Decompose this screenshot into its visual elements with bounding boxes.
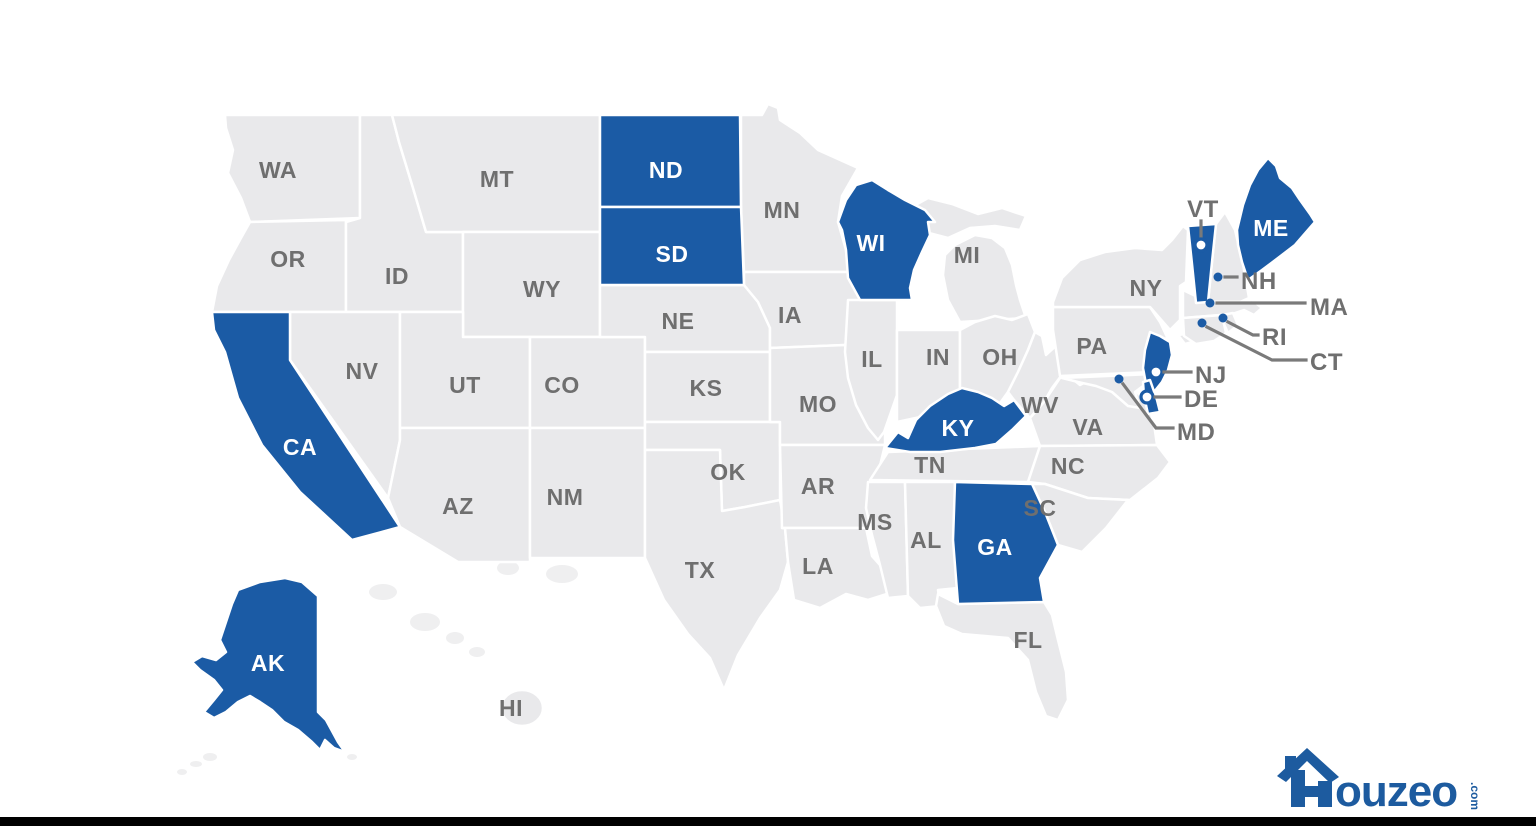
- state-FL[interactable]: [934, 592, 1070, 722]
- state-label-NE: NE: [662, 308, 695, 334]
- state-label-WY: WY: [523, 276, 561, 302]
- state-WI[interactable]: [836, 178, 937, 302]
- state-label-SC: SC: [1024, 495, 1057, 521]
- state-label-MI: MI: [954, 242, 981, 268]
- state-label-OR: OR: [270, 246, 306, 272]
- state-label-TX: TX: [685, 557, 716, 583]
- state-label-GA: GA: [977, 534, 1013, 560]
- state-NJ[interactable]: [1141, 330, 1174, 394]
- state-label-CO: CO: [544, 372, 580, 398]
- leader-line-MD: [1120, 381, 1175, 430]
- states-base: [210, 102, 1264, 728]
- callout-label-RI: RI: [1262, 324, 1287, 351]
- logo-tld: .com: [1468, 782, 1482, 810]
- marker-dot-CT: [1197, 318, 1207, 328]
- state-label-AK: AK: [251, 650, 285, 676]
- state-TX[interactable]: [643, 448, 790, 692]
- callout-label-DE: DE: [1184, 386, 1218, 413]
- state-label-ME: ME: [1253, 215, 1289, 241]
- callout-label-MA: MA: [1310, 294, 1348, 321]
- state-label-MN: MN: [764, 197, 801, 223]
- state-AK[interactable]: [190, 576, 347, 754]
- state-label-NV: NV: [346, 358, 379, 384]
- state-CA[interactable]: [210, 310, 402, 542]
- state-label-KY: KY: [942, 415, 975, 441]
- logo-h-crossbar: [1291, 786, 1332, 797]
- state-label-SD: SD: [656, 241, 689, 267]
- marker-ring-DE: [1139, 389, 1155, 405]
- states-highlighted: [190, 113, 1317, 754]
- state-NC[interactable]: [1026, 443, 1172, 502]
- houzeo-logo: ouzeo .com: [1277, 748, 1482, 816]
- state-label-WI: WI: [856, 230, 885, 256]
- state-MI-lower[interactable]: [941, 233, 1028, 324]
- state-label-IN: IN: [926, 344, 950, 370]
- marker-ring-NJ: [1148, 364, 1164, 380]
- state-label-OK: OK: [710, 459, 746, 485]
- callout-label-NH: NH: [1241, 268, 1277, 295]
- state-label-HI: HI: [499, 695, 523, 721]
- state-label-IL: IL: [861, 346, 882, 372]
- leader-line-CT: [1204, 324, 1308, 362]
- state-NY[interactable]: [1051, 224, 1190, 332]
- state-label-CA: CA: [283, 434, 317, 460]
- state-label-IA: IA: [778, 302, 802, 328]
- marker-dot-RI: [1218, 313, 1228, 323]
- state-label-TN: TN: [914, 452, 946, 478]
- state-SD[interactable]: [598, 205, 746, 287]
- state-label-PA: PA: [1076, 333, 1107, 359]
- state-LA[interactable]: [780, 526, 895, 610]
- footer-bar: [0, 817, 1536, 826]
- state-GA[interactable]: [951, 480, 1060, 606]
- marker-dot-MD: [1114, 374, 1124, 384]
- callout-label-MD: MD: [1177, 419, 1215, 446]
- state-label-WV: WV: [1021, 392, 1059, 418]
- state-label-FL: FL: [1013, 627, 1042, 653]
- state-label-MT: MT: [480, 166, 514, 192]
- state-label-NC: NC: [1051, 453, 1085, 479]
- callouts: VT NH MA RI CT NJ DE MD: [1114, 196, 1348, 446]
- logo-wordmark: ouzeo: [1335, 767, 1457, 816]
- state-label-LA: LA: [802, 553, 834, 579]
- state-label-AR: AR: [801, 473, 835, 499]
- callout-label-CT: CT: [1310, 349, 1343, 376]
- state-label-VA: VA: [1072, 414, 1103, 440]
- state-label-UT: UT: [449, 372, 481, 398]
- leader-line-RI: [1225, 319, 1260, 337]
- marker-dot-NH: [1213, 272, 1223, 282]
- state-label-ND: ND: [649, 157, 683, 183]
- state-label-NM: NM: [547, 484, 584, 510]
- state-labels: WA OR ID MT WY NV UT CO AZ NM ND SD NE K…: [251, 157, 1289, 721]
- state-label-AL: AL: [910, 527, 942, 553]
- state-KY[interactable]: [883, 386, 1028, 454]
- state-label-KS: KS: [690, 375, 723, 401]
- marker-dot-MA: [1205, 298, 1215, 308]
- state-MN[interactable]: [739, 102, 860, 274]
- state-label-NY: NY: [1130, 275, 1163, 301]
- callout-label-NJ: NJ: [1195, 362, 1227, 389]
- state-label-OH: OH: [982, 344, 1018, 370]
- state-label-AZ: AZ: [442, 493, 474, 519]
- marker-ring-VT: [1193, 237, 1209, 253]
- state-HI[interactable]: [499, 688, 545, 728]
- state-label-MS: MS: [857, 509, 893, 535]
- state-ME[interactable]: [1235, 156, 1317, 282]
- state-label-WA: WA: [259, 157, 297, 183]
- callout-label-VT: VT: [1187, 196, 1219, 223]
- decorative-islands: [177, 561, 578, 775]
- state-label-ID: ID: [385, 263, 409, 289]
- state-label-MO: MO: [799, 391, 837, 417]
